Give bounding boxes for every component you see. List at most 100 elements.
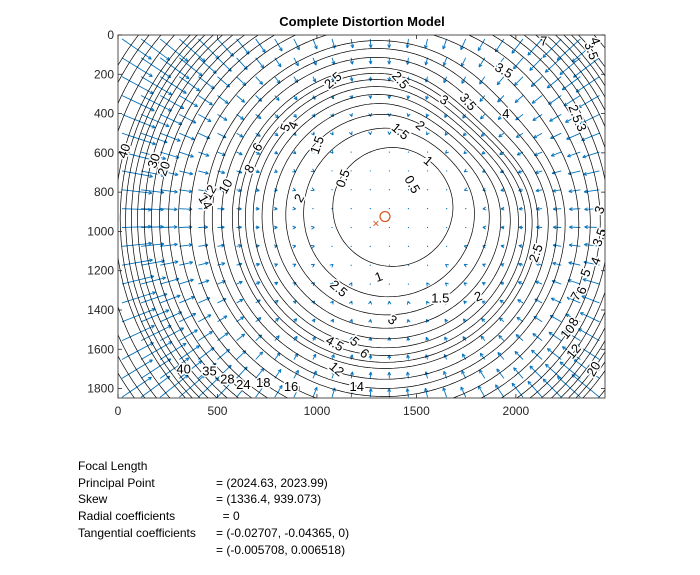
- y-tick-label: 600: [94, 146, 114, 160]
- distortion-vector: [483, 226, 486, 229]
- distortion-vector: [351, 227, 352, 228]
- distortion-vector: [292, 264, 295, 267]
- distortion-vector: [311, 188, 314, 191]
- contour-label: 2.5: [389, 68, 412, 91]
- distortion-vector: [567, 152, 580, 157]
- distortion-vector: [274, 207, 277, 210]
- image-center-marker: [380, 212, 390, 222]
- distortion-vector: [408, 208, 409, 209]
- x-tick-label: 2000: [503, 404, 530, 418]
- distortion-vector: [198, 77, 214, 89]
- distortion-vector: [313, 387, 317, 397]
- distortion-vector: [256, 58, 264, 68]
- distortion-vector: [217, 226, 224, 229]
- y-tick-label: 1000: [87, 224, 114, 238]
- distortion-vector: [427, 131, 430, 134]
- distortion-vector: [499, 133, 504, 137]
- distortion-vector: [478, 386, 484, 397]
- distortion-vector: [499, 318, 504, 322]
- distortion-vector: [237, 334, 245, 341]
- distortion-vector: [389, 151, 390, 152]
- distortion-vector: [293, 114, 296, 117]
- distortion-vector: [519, 207, 523, 210]
- distortion-vector: [389, 170, 390, 171]
- distortion-vector: [122, 114, 155, 128]
- distortion-vector: [464, 264, 467, 267]
- contour-label: 3: [385, 312, 400, 328]
- contour-label: 2.5: [327, 277, 350, 300]
- distortion-vector: [427, 246, 428, 247]
- contour-label: 2: [291, 191, 308, 205]
- distortion-vector: [256, 77, 263, 85]
- distortion-vector: [478, 39, 485, 51]
- distortion-vector: [313, 354, 316, 359]
- distortion-vector: [501, 245, 504, 248]
- distortion-vector: [445, 264, 448, 267]
- distortion-vector: [427, 151, 428, 152]
- contour-label: 12: [326, 359, 347, 380]
- distortion-vector: [141, 58, 171, 78]
- distortion-vector: [407, 96, 410, 99]
- distortion-vector: [368, 131, 371, 134]
- distortion-vector: [518, 300, 523, 303]
- distortion-vector: [445, 319, 448, 322]
- distortion-vector: [275, 133, 278, 136]
- contour-label: 35: [202, 363, 216, 378]
- distortion-vector: [292, 188, 295, 191]
- distortion-vector: [427, 208, 428, 209]
- distortion-vector: [275, 77, 280, 84]
- distortion-vector: [569, 190, 580, 193]
- contour-label: 2.5: [321, 69, 344, 92]
- distortion-vector: [237, 96, 245, 103]
- distortion-vector: [426, 96, 429, 100]
- distortion-vector: [536, 189, 542, 192]
- distortion-vector: [256, 282, 260, 285]
- distortion-vector: [388, 301, 391, 304]
- contour-line-10: [190, 35, 579, 398]
- distortion-vector: [408, 246, 409, 247]
- distortion-vector: [369, 372, 372, 378]
- principal-point-marker: ×: [372, 216, 379, 230]
- contour-label: 6: [249, 140, 266, 154]
- contour-label: 1.5: [307, 134, 327, 156]
- distortion-vector: [515, 96, 523, 103]
- distortion-vector: [408, 227, 409, 228]
- distortion-vector: [331, 227, 332, 228]
- distortion-vector: [388, 95, 391, 98]
- distortion-vector: [311, 169, 314, 172]
- distortion-vector: [330, 131, 333, 134]
- distortion-vector: [518, 282, 523, 285]
- distortion-vector: [237, 133, 243, 137]
- distortion-vector: [351, 265, 352, 266]
- distortion-vector: [425, 58, 428, 65]
- distortion-vector: [351, 189, 352, 190]
- distortion-vector: [443, 39, 447, 49]
- distortion-vector: [388, 372, 391, 378]
- distortion-vector: [274, 169, 277, 172]
- distortion-vector: [534, 133, 543, 138]
- distortion-vector: [370, 246, 371, 247]
- distortion-vector: [535, 171, 542, 174]
- distortion-vector: [311, 264, 314, 267]
- contour-label: 4: [587, 255, 604, 267]
- distortion-vector: [237, 317, 244, 322]
- distortion-vector: [331, 189, 332, 190]
- x-tick-label: 0: [115, 404, 122, 418]
- distortion-vector: [461, 58, 465, 67]
- distortion-vector: [217, 207, 224, 210]
- distortion-vector: [160, 133, 180, 141]
- distortion-vector: [446, 170, 447, 171]
- distortion-vector: [552, 171, 561, 174]
- distortion-vector: [198, 114, 211, 121]
- radial-coefficients-row: Radial coefficients = (-0.02707, -0.0436…: [78, 491, 91, 508]
- contour-line-7: [212, 49, 557, 389]
- distortion-vector: [427, 265, 428, 266]
- distortion-vector: [122, 39, 151, 59]
- center-markers: ×: [372, 212, 390, 231]
- calibration-info-panel: Focal Length = (2024.63, 2023.99) Princi…: [78, 441, 91, 525]
- distortion-vector: [553, 207, 561, 210]
- contour-line-8: [204, 41, 565, 397]
- contour-label: 2: [413, 117, 428, 133]
- principal-point-value: = (1336.4, 939.073): [216, 491, 321, 508]
- contour-label: 18: [256, 375, 270, 390]
